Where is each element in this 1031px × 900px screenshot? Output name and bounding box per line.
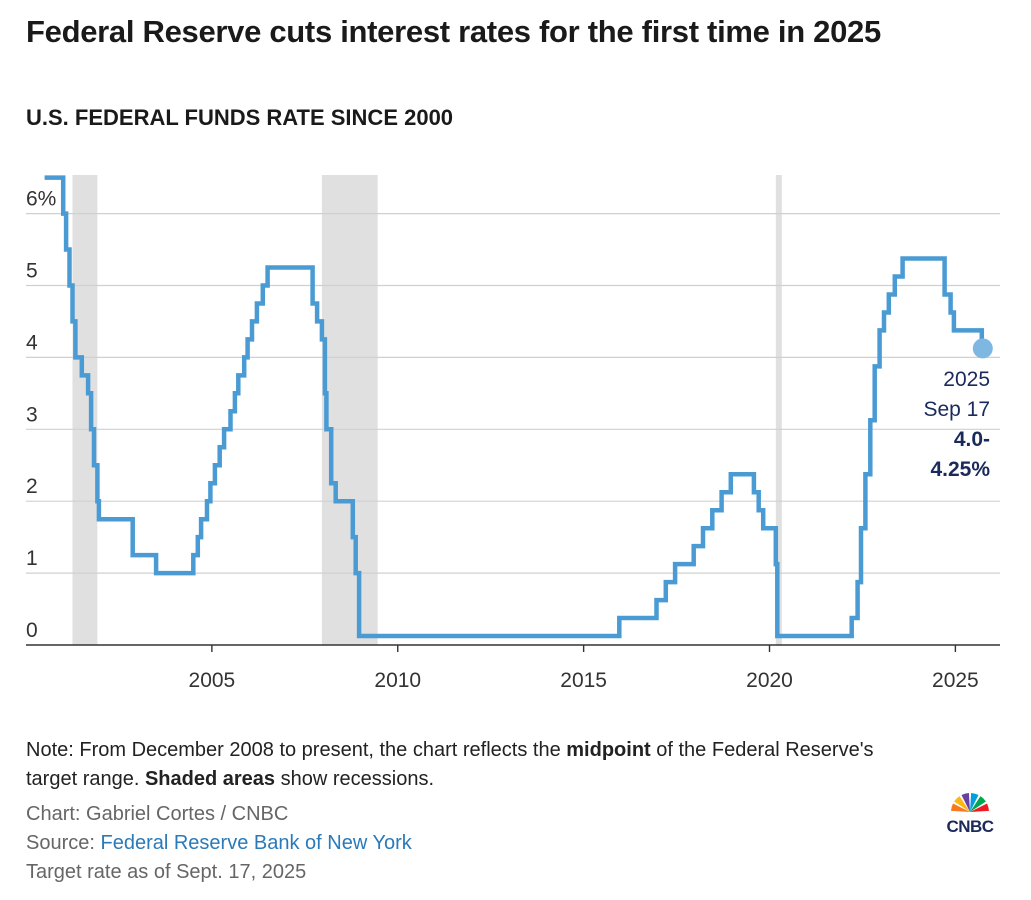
recession-band-0 xyxy=(72,175,98,645)
note-bold-midpoint: midpoint xyxy=(566,739,651,761)
note-bold-shaded: Shaded areas xyxy=(144,768,276,790)
x-tick-label-2025: 2025 xyxy=(932,669,979,692)
annotation-value-line2: 4.25% xyxy=(930,458,990,481)
chart-subtitle: U.S. FEDERAL FUNDS RATE SINCE 2000 xyxy=(26,105,454,130)
fed-funds-rate-chart: 0 1 2 3 4 5 6% 2005 2010 2015 2020 2025 2025 Sep 17 4.… xyxy=(26,175,1000,692)
source-line: Source: Federal Reserve Bank of New York xyxy=(26,829,412,858)
peacock-feather-0 xyxy=(951,803,970,812)
y-tick-label-4: 4 xyxy=(26,331,38,354)
note-text-1: Note: From December 2008 to present, the… xyxy=(26,739,567,761)
peacock-feather-1 xyxy=(954,796,970,812)
annotation-year: 2025 xyxy=(943,368,990,391)
annotation-value-line1: 4.0- xyxy=(954,428,990,451)
y-tick-label-6: 6% xyxy=(26,188,56,211)
rate-series-line xyxy=(44,175,985,639)
x-tick-label-2015: 2015 xyxy=(560,669,607,692)
target-rate-note: Target rate as of Sept. 17, 2025 xyxy=(26,861,307,883)
chart-credit: Chart: Gabriel Cortes / CNBC xyxy=(26,803,289,825)
y-tick-label-2: 2 xyxy=(26,475,38,498)
y-tick-label-0: 0 xyxy=(26,619,38,642)
source-link[interactable]: Federal Reserve Bank of New York xyxy=(100,832,412,854)
peacock-feather-3 xyxy=(970,793,979,812)
cnbc-wordmark: CNBC xyxy=(946,817,993,836)
note-text-2: of the Federal Reserve's target range. xyxy=(26,739,874,790)
x-tick-label-2010: 2010 xyxy=(374,669,421,692)
peacock-feather-4 xyxy=(970,796,986,812)
cnbc-peacock-logo: CNBC xyxy=(946,793,994,836)
source-label: Source: xyxy=(26,832,101,854)
peacock-feather-2 xyxy=(961,793,970,812)
y-tick-label-5: 5 xyxy=(26,260,38,283)
x-tick-label-2020: 2020 xyxy=(746,669,793,692)
annotation-date: Sep 17 xyxy=(923,398,990,421)
recession-band-2 xyxy=(775,175,782,645)
y-tick-label-1: 1 xyxy=(26,547,38,570)
note-text-3: show recessions. xyxy=(275,768,435,790)
y-tick-label-3: 3 xyxy=(26,403,38,426)
peacock-feather-5 xyxy=(970,803,989,812)
page-title: Federal Reserve cuts interest rates for … xyxy=(26,14,881,49)
current-rate-marker xyxy=(972,338,993,359)
peacock-feathers xyxy=(951,793,989,812)
x-tick-label-2005: 2005 xyxy=(189,669,236,692)
chart-credits: Chart: Gabriel Cortes / CNBC Source: Fed… xyxy=(26,800,412,887)
chart-note: Note: From December 2008 to present, the… xyxy=(26,736,906,794)
recession-band-1 xyxy=(321,175,378,645)
